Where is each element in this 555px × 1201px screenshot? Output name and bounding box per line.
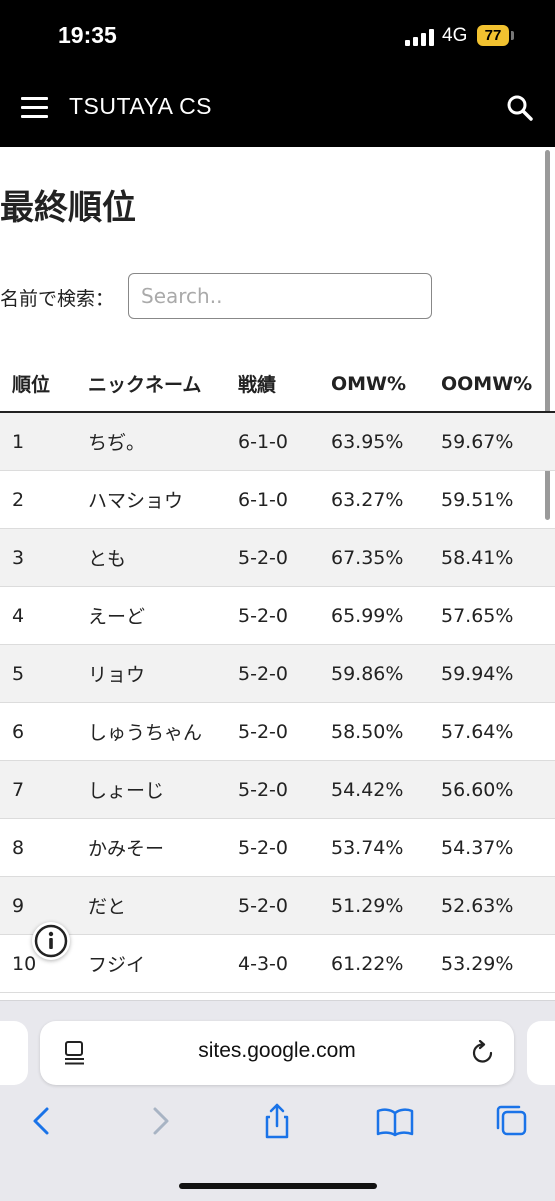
column-header-omw[interactable]: OMW% bbox=[331, 356, 441, 413]
cell-record: 5-2-0 bbox=[238, 702, 331, 761]
table-row: 5 リョウ 5-2-0 59.86% 59.94% bbox=[0, 644, 555, 703]
cell-omw: 61.22% bbox=[331, 934, 441, 993]
cell-rank: 3 bbox=[0, 528, 88, 587]
cell-nickname: フジイ bbox=[88, 934, 238, 993]
column-header-nickname[interactable]: ニックネーム bbox=[88, 356, 238, 413]
status-bar: 19:35 4G 77 bbox=[0, 0, 555, 75]
cell-record: 4-3-0 bbox=[238, 934, 331, 993]
cell-record: 6-1-0 bbox=[238, 412, 331, 471]
cell-nickname: しゅうちゃん bbox=[88, 702, 238, 761]
cell-nickname: えーど bbox=[88, 586, 238, 645]
cell-record: 5-2-0 bbox=[238, 818, 331, 877]
table-row: 8 かみそー 5-2-0 53.74% 54.37% bbox=[0, 818, 555, 877]
battery-icon: 77 bbox=[477, 25, 509, 46]
cell-oomw: 52.63% bbox=[441, 876, 555, 935]
column-header-oomw[interactable]: OOMW% bbox=[441, 356, 555, 413]
cell-omw: 58.50% bbox=[331, 702, 441, 761]
cell-omw: 53.74% bbox=[331, 818, 441, 877]
cell-nickname: しょーじ bbox=[88, 760, 238, 819]
forward-icon[interactable] bbox=[139, 1101, 183, 1141]
page-title: 最終順位 bbox=[0, 188, 136, 228]
cell-oomw: 57.65% bbox=[441, 586, 555, 645]
home-indicator[interactable] bbox=[179, 1183, 377, 1189]
table-row: 9 だと 5-2-0 51.29% 52.63% bbox=[0, 876, 555, 935]
site-header: TSUTAYA CS bbox=[0, 75, 555, 147]
cell-nickname: リョウ bbox=[88, 644, 238, 703]
cell-rank: 7 bbox=[0, 760, 88, 819]
cell-record: 5-2-0 bbox=[238, 528, 331, 587]
address-bar[interactable]: sites.google.com bbox=[40, 1021, 514, 1085]
cell-record: 5-2-0 bbox=[238, 760, 331, 819]
page-menu-icon[interactable] bbox=[64, 1041, 86, 1065]
cell-omw: 63.27% bbox=[331, 470, 441, 529]
browser-toolbar: sites.google.com bbox=[0, 1000, 555, 1201]
cell-rank: 4 bbox=[0, 586, 88, 645]
cell-oomw: 59.94% bbox=[441, 644, 555, 703]
cell-rank: 9 bbox=[0, 876, 88, 935]
search-label: 名前で検索： bbox=[0, 288, 115, 310]
cell-record: 5-2-0 bbox=[238, 644, 331, 703]
cell-oomw: 57.64% bbox=[441, 702, 555, 761]
search-icon[interactable] bbox=[506, 94, 534, 122]
cell-oomw: 59.67% bbox=[441, 412, 555, 471]
cell-record: 5-2-0 bbox=[238, 586, 331, 645]
table-row: 1 ちぢ。 6-1-0 63.95% 59.67% bbox=[0, 412, 555, 471]
cell-omw: 67.35% bbox=[331, 528, 441, 587]
cellular-signal-icon bbox=[405, 29, 435, 46]
battery-tip bbox=[511, 31, 514, 40]
column-header-record[interactable]: 戦績 bbox=[238, 356, 331, 413]
cell-nickname: とも bbox=[88, 528, 238, 587]
cell-omw: 51.29% bbox=[331, 876, 441, 935]
cell-oomw: 56.60% bbox=[441, 760, 555, 819]
table-row: 7 しょーじ 5-2-0 54.42% 56.60% bbox=[0, 760, 555, 819]
battery-level: 77 bbox=[484, 27, 502, 44]
cell-omw: 65.99% bbox=[331, 586, 441, 645]
info-icon[interactable] bbox=[32, 922, 70, 960]
table-row: 2 ハマショウ 6-1-0 63.27% 59.51% bbox=[0, 470, 555, 529]
cell-nickname: ちぢ。 bbox=[88, 412, 238, 471]
cell-oomw: 59.51% bbox=[441, 470, 555, 529]
previous-tab-preview[interactable] bbox=[0, 1021, 28, 1085]
cell-nickname: ハマショウ bbox=[88, 470, 238, 529]
cell-rank: 6 bbox=[0, 702, 88, 761]
cell-rank: 2 bbox=[0, 470, 88, 529]
column-header-rank[interactable]: 順位 bbox=[0, 356, 88, 413]
cell-rank: 1 bbox=[0, 412, 88, 471]
scrollbar[interactable] bbox=[545, 150, 550, 520]
reload-icon[interactable] bbox=[470, 1039, 496, 1066]
tabs-icon[interactable] bbox=[490, 1101, 534, 1141]
cell-omw: 54.42% bbox=[331, 760, 441, 819]
table-row: 4 えーど 5-2-0 65.99% 57.65% bbox=[0, 586, 555, 645]
search-input[interactable] bbox=[128, 273, 432, 319]
status-time: 19:35 bbox=[58, 22, 117, 48]
cell-rank: 8 bbox=[0, 818, 88, 877]
cell-nickname: かみそー bbox=[88, 818, 238, 877]
table-row: 10 フジイ 4-3-0 61.22% 53.29% bbox=[0, 934, 555, 993]
network-type: 4G bbox=[442, 25, 468, 46]
cell-oomw: 58.41% bbox=[441, 528, 555, 587]
hamburger-menu-icon[interactable] bbox=[21, 97, 48, 119]
cell-oomw: 53.29% bbox=[441, 934, 555, 993]
cell-oomw: 54.37% bbox=[441, 818, 555, 877]
cell-record: 5-2-0 bbox=[238, 876, 331, 935]
cell-record: 6-1-0 bbox=[238, 470, 331, 529]
table-header-row: 順位 ニックネーム 戦績 OMW% OOMW% bbox=[0, 356, 555, 413]
site-title[interactable]: TSUTAYA CS bbox=[69, 93, 213, 119]
url-text: sites.google.com bbox=[198, 1039, 356, 1062]
cell-rank: 5 bbox=[0, 644, 88, 703]
share-icon[interactable] bbox=[255, 1101, 299, 1141]
ranking-table: 順位 ニックネーム 戦績 OMW% OOMW% 1 ちぢ。 6-1-0 63.9… bbox=[0, 356, 555, 993]
back-icon[interactable] bbox=[19, 1101, 63, 1141]
cell-nickname: だと bbox=[88, 876, 238, 935]
table-row: 6 しゅうちゃん 5-2-0 58.50% 57.64% bbox=[0, 702, 555, 761]
bookmarks-icon[interactable] bbox=[373, 1101, 417, 1141]
cell-omw: 63.95% bbox=[331, 412, 441, 471]
next-tab-preview[interactable] bbox=[527, 1021, 555, 1085]
table-row: 3 とも 5-2-0 67.35% 58.41% bbox=[0, 528, 555, 587]
cell-omw: 59.86% bbox=[331, 644, 441, 703]
